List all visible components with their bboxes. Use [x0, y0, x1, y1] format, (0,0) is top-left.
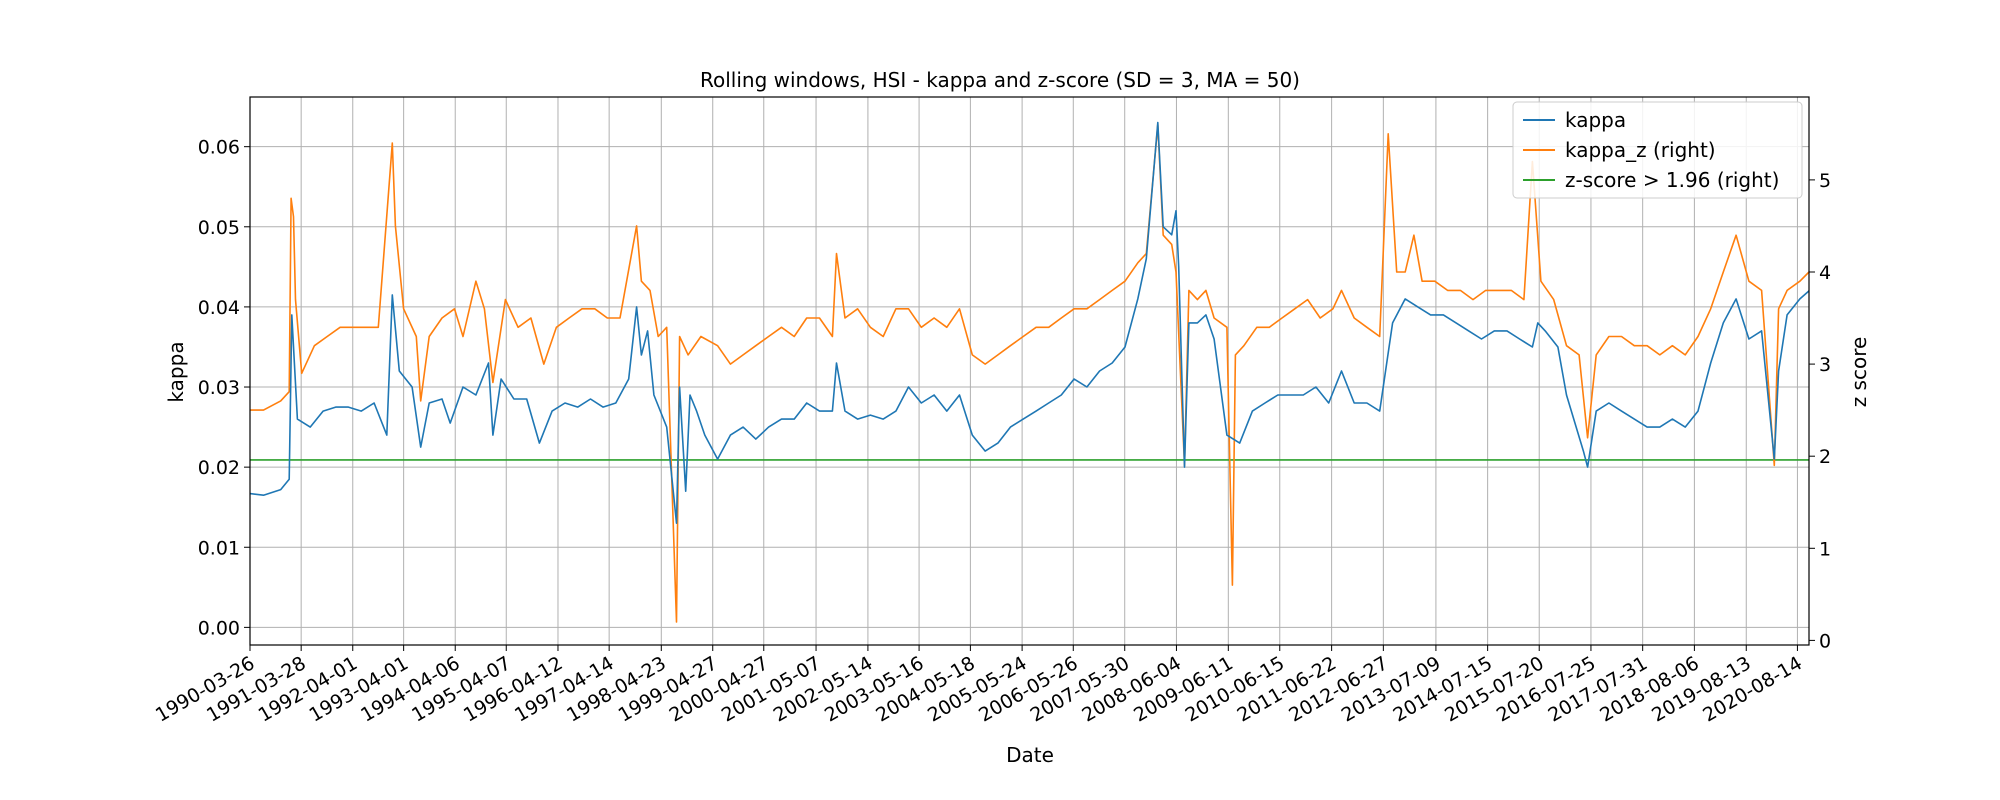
chart-title: Rolling windows, HSI - kappa and z-score…: [700, 68, 1300, 92]
y-right-tick-label: 0: [1819, 630, 1831, 652]
series-line-kappa-z-right-: [250, 123, 1810, 623]
y-axis-right-label: z score: [1847, 337, 1871, 408]
legend-label: kappa_z (right): [1565, 138, 1716, 162]
left-y-axis: 0.00 0.01 0.02 0.03 0.04 0.05 0.06: [198, 137, 250, 639]
y-axis-label: kappa: [164, 341, 188, 402]
y-tick-label: 0.02: [198, 457, 240, 479]
legend-box: [1512, 101, 1803, 199]
y-tick-label: 0.01: [198, 537, 240, 559]
right-y-axis: 0 1 2 3 4 5: [1809, 170, 1831, 652]
y-right-tick-label: 3: [1819, 354, 1831, 376]
y-tick-label: 0.00: [198, 617, 240, 639]
y-right-tick-label: 5: [1819, 170, 1831, 192]
x-axis: 1990-03-261991-03-281992-04-011993-04-01…: [152, 645, 1806, 727]
plot-series: [249, 121, 1810, 623]
y-tick-label: 0.06: [198, 137, 240, 159]
plot-area-frame: [249, 96, 1810, 646]
legend: kappa kappa_z (right) z-score > 1.96 (righ…: [1512, 101, 1803, 199]
y-right-tick-label: 1: [1819, 538, 1831, 560]
legend-label: kappa: [1565, 108, 1626, 132]
x-axis-label: Date: [1006, 743, 1054, 767]
y-right-tick-label: 4: [1819, 262, 1831, 284]
series-line-kappa: [249, 121, 1810, 524]
y-tick-label: 0.05: [198, 217, 240, 239]
y-right-tick-label: 2: [1819, 446, 1831, 468]
y-tick-label: 0.04: [198, 297, 240, 319]
y-tick-label: 0.03: [198, 377, 240, 399]
legend-label: z-score > 1.96 (right): [1565, 168, 1779, 192]
